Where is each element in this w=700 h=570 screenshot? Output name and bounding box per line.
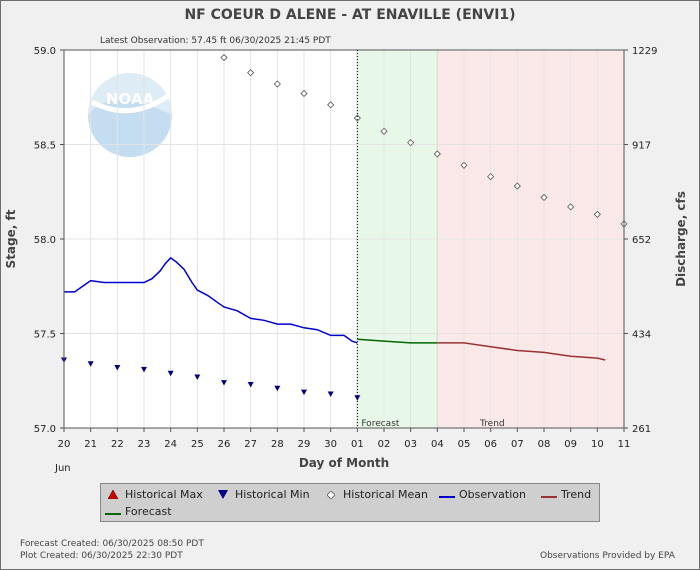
historical-min-point [194, 374, 201, 380]
y-axis-right-label: Discharge, cfs [674, 191, 688, 287]
x-tick-label: 07 [511, 439, 524, 450]
y-left-tick-label: 57.0 [34, 424, 56, 435]
x-tick-label: 02 [378, 439, 391, 450]
historical-min-point [221, 380, 227, 386]
x-tick-label: 09 [564, 439, 577, 450]
historical-min-point [167, 370, 174, 377]
noaa-logo-text: NOAA [106, 90, 155, 108]
x-tick-label: 06 [484, 439, 497, 450]
x-axis-label: Day of Month [299, 456, 389, 470]
historical-mean-point [273, 80, 281, 88]
legend: Historical Max Historical Min Historical… [100, 483, 600, 522]
historical-min-point [141, 366, 147, 373]
y-left-tick-label: 58.5 [34, 141, 56, 152]
y-right-tick-label: 652 [632, 235, 651, 246]
historical-mean-point [593, 210, 601, 218]
x-tick-label: 27 [244, 439, 257, 450]
x-tick-label: 04 [431, 439, 444, 450]
y-right-tick-label: 434 [632, 330, 651, 341]
historical-mean-point [513, 182, 521, 190]
historical-min-point [301, 389, 307, 396]
historical-min-point [327, 391, 334, 397]
y-left-tick-label: 58.0 [34, 235, 56, 246]
x-tick-label: 01 [351, 439, 364, 450]
triangle-down-icon [215, 489, 231, 502]
legend-observation: Observation [439, 488, 526, 502]
historical-mean-point [220, 53, 228, 62]
x-tick-label: 11 [618, 439, 631, 450]
green-line-icon [105, 506, 121, 519]
historical-mean-point [247, 69, 255, 77]
historical-mean-point [407, 139, 415, 147]
latest-observation: Latest Observation: 57.45 ft 06/30/2025 … [100, 36, 331, 46]
historical-mean-point [380, 127, 388, 135]
x-tick-label: 21 [84, 439, 97, 450]
forecast-region-label: Forecast [361, 419, 400, 429]
historical-min-point [114, 365, 121, 371]
historical-mean-point [460, 161, 468, 169]
historical-mean-point [353, 114, 361, 122]
forecast-created: Forecast Created: 06/30/2025 08:50 PDT [20, 539, 204, 549]
historical-min-point [274, 385, 281, 392]
y-left-tick-label: 59.0 [34, 46, 56, 57]
legend-historical-mean: Historical Mean [323, 488, 428, 502]
x-tick-label: 20 [58, 439, 71, 450]
data-provider: Observations Provided by EPA [540, 551, 675, 561]
historical-min-point [87, 361, 94, 367]
y-right-tick-label: 1229 [632, 46, 657, 57]
x-tick-label: 29 [298, 439, 311, 450]
diamond-icon [323, 489, 339, 502]
x-tick-label: 03 [404, 439, 417, 450]
y-right-tick-label: 917 [632, 141, 651, 152]
noaa-logo: NOAA [88, 73, 172, 157]
month-label: Jun [54, 463, 71, 474]
chart-title: NF COEUR D ALENE - AT ENAVILLE (ENVI1) [184, 7, 515, 23]
y-axis-left-label: Stage, ft [4, 209, 18, 268]
historical-mean-point [300, 89, 308, 98]
hydrograph-chart: NF COEUR D ALENE - AT ENAVILLE (ENVI1) L… [4, 7, 688, 474]
blue-line-icon [439, 489, 455, 502]
x-tick-label: 28 [271, 439, 284, 450]
x-tick-label: 05 [458, 439, 471, 450]
trend-line [437, 342, 606, 361]
legend-trend: Trend [541, 488, 591, 502]
triangle-up-icon [105, 488, 121, 502]
x-tick-label: 08 [538, 439, 551, 450]
historical-mean-point [327, 101, 335, 109]
historical-min-point [247, 382, 254, 388]
x-tick-label: 26 [218, 439, 231, 450]
historical-mean-point [567, 203, 575, 211]
legend-historical-max: Historical Max [105, 488, 203, 502]
y-left-tick-label: 57.5 [34, 330, 56, 341]
legend-forecast: Forecast [105, 505, 172, 519]
x-tick-label: 25 [191, 439, 204, 450]
y-right-tick-label: 261 [632, 424, 651, 435]
observation-line [64, 256, 358, 344]
historical-mean-point [540, 193, 548, 201]
x-tick-label: 22 [111, 439, 124, 450]
x-tick-label: 23 [138, 439, 151, 450]
legend-historical-min: Historical Min [215, 488, 310, 502]
historical-mean-point [433, 150, 441, 158]
forecast-line [357, 338, 438, 344]
trend-region-label: Trend [479, 419, 505, 429]
historical-mean-point [487, 173, 495, 181]
plot-created: Plot Created: 06/30/2025 22:30 PDT [20, 551, 183, 561]
x-tick-label: 10 [591, 439, 604, 450]
x-tick-label: 30 [324, 439, 337, 450]
red-line-icon [541, 489, 557, 502]
x-tick-label: 24 [164, 439, 177, 450]
